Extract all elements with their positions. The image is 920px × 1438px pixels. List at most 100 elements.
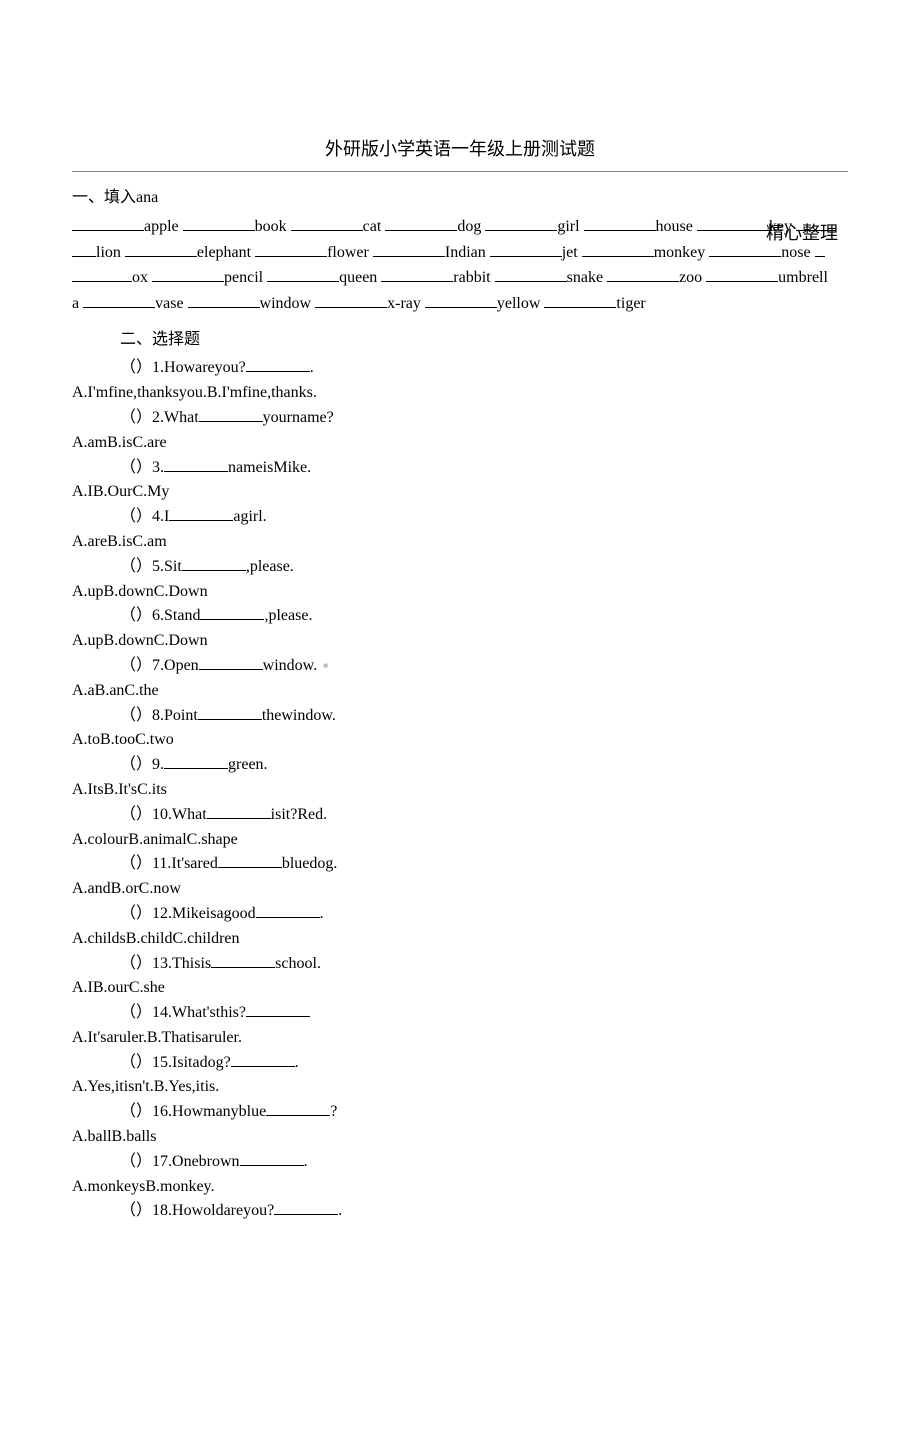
answer-blank [246, 356, 310, 372]
paren-marker: （） [120, 607, 152, 624]
question-text-pre: What [164, 409, 199, 426]
question-number: 18. [152, 1202, 172, 1219]
fill-blank [582, 241, 654, 257]
answer-blank [164, 753, 228, 769]
fill-blank [125, 241, 197, 257]
fill-word: pencil [224, 269, 263, 286]
fill-word: apple [144, 218, 179, 235]
paren-marker: （） [120, 1103, 152, 1120]
question-number: 10. [152, 806, 172, 823]
answer-options: A.areB.isC.am [72, 530, 848, 555]
fill-word: queen [339, 269, 377, 286]
fill-blank [83, 292, 155, 308]
fill-blank [255, 241, 327, 257]
paren-marker: （） [120, 359, 152, 376]
fill-word: umbrell [778, 269, 828, 286]
fill-word: dog [457, 218, 481, 235]
question-line: （）5.Sit,please. [72, 555, 848, 580]
answer-blank [182, 555, 246, 571]
answer-options: A.I'mfine,thanksyou.B.I'mfine,thanks. [72, 381, 848, 406]
answer-blank [256, 902, 320, 918]
question-text-pre: Mikeisagood [172, 905, 256, 922]
paren-marker: （） [120, 409, 152, 426]
fill-word: yellow [497, 295, 541, 312]
fill-blank [183, 215, 255, 231]
answer-blank [207, 803, 271, 819]
question-number: 13. [152, 955, 172, 972]
period: . [295, 1054, 299, 1071]
question-line: （）7.Openwindow.■ [72, 654, 848, 679]
paren-marker: （） [120, 756, 152, 773]
question-line: （）8.Pointthewindow. [72, 704, 848, 729]
question-text-post: school. [275, 955, 321, 972]
fill-word: book [255, 218, 287, 235]
fill-word: ox [132, 269, 148, 286]
fill-blank [485, 215, 557, 231]
question-line: （）12.Mikeisagood. [72, 902, 848, 927]
question-text-post: ,please. [264, 607, 312, 624]
answer-blank [169, 505, 233, 521]
question-number: 9. [152, 756, 164, 773]
question-text-post: agirl. [233, 508, 266, 525]
fill-blank [188, 292, 260, 308]
answer-options: A.childsB.childC.children [72, 927, 848, 952]
question-number: 6. [152, 607, 164, 624]
paren-marker: （） [120, 508, 152, 525]
fill-word: window [260, 295, 312, 312]
fill-blank [385, 215, 457, 231]
question-number: 1. [152, 359, 164, 376]
fill-blank [584, 215, 656, 231]
question-text-post: . [304, 1153, 308, 1170]
fill-blank [72, 215, 144, 231]
paren-marker: （） [120, 1004, 152, 1021]
answer-options: A.ballB.balls [72, 1125, 848, 1150]
section1-heading: 一、填入ana [72, 186, 848, 210]
fill-word: cat [363, 218, 382, 235]
answer-blank [274, 1199, 338, 1215]
question-line: （）18.Howoldareyou?. [72, 1199, 848, 1224]
question-number: 3. [152, 459, 164, 476]
question-line: （）6.Stand,please. [72, 604, 848, 629]
question-number: 7. [152, 657, 164, 674]
answer-options: A.IB.ourC.she [72, 976, 848, 1001]
answer-blank [198, 704, 262, 720]
question-text-pre: Thisis [172, 955, 211, 972]
answer-options: A.IB.OurC.My [72, 480, 848, 505]
question-number: 16. [152, 1103, 172, 1120]
question-line: （）4.Iagirl. [72, 505, 848, 530]
question-line: （）2.Whatyourname? [72, 406, 848, 431]
question-text: What'sthis? [172, 1004, 246, 1021]
question-text: Howareyou? [164, 359, 246, 376]
answer-blank [199, 406, 263, 422]
question-line: （）16.Howmanyblue? [72, 1100, 848, 1125]
question-text-post: nameisMike. [228, 459, 311, 476]
header-label: 精心整理 [766, 220, 838, 247]
question-text-post: thewindow. [262, 707, 336, 724]
fill-blank [291, 215, 363, 231]
fill-blank [495, 266, 567, 282]
paren-marker: （） [120, 707, 152, 724]
title-underline [72, 171, 848, 172]
question-line: （）9. green. [72, 753, 848, 778]
question-text-pre: Onebrown [172, 1153, 240, 1170]
fill-word: house [656, 218, 693, 235]
question-text-post: isit?Red. [271, 806, 327, 823]
answer-blank [231, 1051, 295, 1067]
fill-blank [607, 266, 679, 282]
answer-blank [164, 456, 228, 472]
question-number: 12. [152, 905, 172, 922]
question-text-post: yourname? [263, 409, 334, 426]
question-text-post: green. [228, 756, 268, 773]
question-line: （）15.Isitadog?. [72, 1051, 848, 1076]
question-line: （）17.Onebrown. [72, 1150, 848, 1175]
page-title: 外研版小学英语一年级上册测试题 [0, 136, 920, 163]
fill-word: girl [557, 218, 579, 235]
question-text: Howoldareyou? [172, 1202, 274, 1219]
fill-blank [490, 241, 562, 257]
fill-word: lion [96, 244, 121, 261]
fill-word: tiger [616, 295, 645, 312]
answer-blank [266, 1100, 330, 1116]
question-number: 17. [152, 1153, 172, 1170]
questions-container: （）1.Howareyou?.A.I'mfine,thanksyou.B.I'm… [72, 356, 848, 1224]
question-text-post: . [320, 905, 324, 922]
